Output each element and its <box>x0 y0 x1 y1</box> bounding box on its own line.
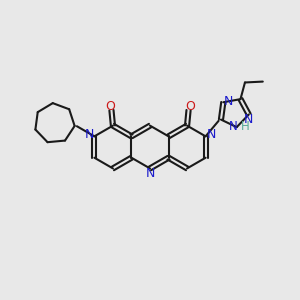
Text: N: N <box>229 120 238 133</box>
Text: N: N <box>224 95 233 108</box>
Text: H: H <box>241 120 250 133</box>
Text: N: N <box>145 167 155 180</box>
Text: N: N <box>244 113 254 126</box>
Text: O: O <box>185 100 195 113</box>
Text: O: O <box>105 100 115 113</box>
Text: N: N <box>206 128 216 141</box>
Text: N: N <box>84 128 94 141</box>
